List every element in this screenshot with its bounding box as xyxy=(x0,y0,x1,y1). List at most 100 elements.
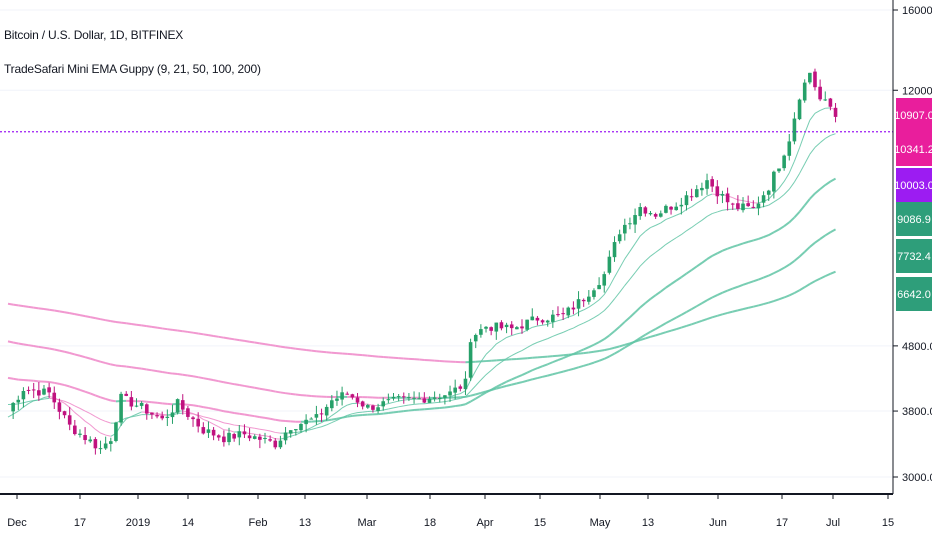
ema-100-segment xyxy=(244,384,250,388)
ema-200-segment xyxy=(614,345,620,349)
ema-21-segment xyxy=(830,133,836,136)
ema-9-segment xyxy=(583,306,590,311)
ema-9-segment xyxy=(460,390,466,395)
ema-200-segment xyxy=(788,292,795,297)
ema-200-segment xyxy=(619,343,626,348)
ema-21-segment xyxy=(629,272,636,280)
ema-21-segment xyxy=(763,204,769,208)
ema-9-segment xyxy=(814,110,821,114)
ema-200-segment xyxy=(753,304,759,308)
ema-50-segment xyxy=(537,365,543,370)
price-badge xyxy=(896,98,932,132)
candle-body xyxy=(124,393,129,396)
ema-9-segment xyxy=(259,434,266,437)
ema-50-segment xyxy=(208,406,214,410)
ema-100-segment xyxy=(593,359,600,364)
candle-body xyxy=(628,223,632,225)
ema-50-segment xyxy=(603,334,610,340)
ema-21-segment xyxy=(722,209,728,211)
ema-50-segment xyxy=(74,387,81,391)
candle-body xyxy=(62,411,67,416)
ema-21-segment xyxy=(645,255,651,262)
ema-21-segment xyxy=(198,414,204,418)
candle-body xyxy=(227,432,231,443)
ema-200-segment xyxy=(711,314,718,319)
ema-21-segment xyxy=(614,292,621,300)
ema-100-segment xyxy=(809,241,816,248)
ema-9-segment xyxy=(95,428,101,434)
ema-50-segment xyxy=(7,376,14,380)
x-tick-label: Mar xyxy=(358,517,377,529)
ema-21-segment xyxy=(69,402,76,407)
candle-body xyxy=(705,180,709,189)
ema-50-segment xyxy=(588,343,595,349)
ema-100-segment xyxy=(182,373,189,377)
candle-body xyxy=(345,393,350,395)
ema-9-segment xyxy=(676,212,682,216)
ema-21-segment xyxy=(603,304,610,311)
ema-9-segment xyxy=(316,422,322,426)
ema-50-segment xyxy=(613,325,621,332)
candle-body xyxy=(720,194,725,196)
ema-100-segment xyxy=(28,344,34,348)
candle-body xyxy=(355,397,360,403)
ema-9-segment xyxy=(100,432,106,436)
ema-100-segment xyxy=(547,373,554,377)
ema-21-segment xyxy=(439,401,445,403)
ema-100-segment xyxy=(48,347,55,351)
ema-9-segment xyxy=(650,224,656,229)
ema-200-segment xyxy=(604,348,610,352)
ema-21-segment xyxy=(712,211,718,215)
candle-body xyxy=(664,205,668,213)
ema-100-segment xyxy=(218,380,225,384)
ema-100-segment xyxy=(43,346,50,350)
ema-9-segment xyxy=(773,187,780,194)
candle-body xyxy=(144,404,149,414)
ema-21-segment xyxy=(59,399,65,402)
ema-9-segment xyxy=(737,199,744,202)
ema-50-segment xyxy=(655,290,662,297)
ema-9-segment xyxy=(64,402,70,408)
candle-body xyxy=(330,400,334,409)
ema-200-segment xyxy=(717,313,723,317)
ema-100-segment xyxy=(228,382,235,386)
ema-100-segment xyxy=(105,362,112,366)
ema-100-segment xyxy=(798,251,806,258)
ema-50-segment xyxy=(644,298,652,304)
ema-21-segment xyxy=(352,412,358,415)
ema-100-segment xyxy=(506,383,512,387)
ema-50-segment xyxy=(192,404,199,408)
ema-200-segment xyxy=(629,340,636,345)
ema-200-segment xyxy=(269,343,276,347)
ema-21-segment xyxy=(686,227,692,232)
ema-200-segment xyxy=(198,332,204,336)
ema-200-segment xyxy=(773,298,780,302)
ema-200-segment xyxy=(778,296,785,301)
x-tick-label: Dec xyxy=(7,517,27,529)
ema-100-segment xyxy=(465,394,471,398)
ema-21-segment xyxy=(414,403,420,405)
ema-200-segment xyxy=(650,334,656,338)
ema-200-segment xyxy=(218,335,225,339)
candle-body xyxy=(283,432,288,441)
ema-100-segment xyxy=(829,228,837,234)
ema-9-segment xyxy=(305,427,312,431)
ema-50-segment xyxy=(341,415,348,419)
candle-body xyxy=(453,387,457,393)
candle-body xyxy=(566,307,571,316)
price-badges: 10907.0 10341.2 10003.0 9086.9 7732.4 6642.0 xyxy=(894,98,932,311)
ema-200-segment xyxy=(290,347,296,350)
ema-21-segment xyxy=(74,405,81,409)
candle-body xyxy=(47,387,51,393)
ema-21-segment xyxy=(100,418,106,422)
ema-9-segment xyxy=(732,197,739,201)
ema-100-segment xyxy=(644,330,652,336)
ema-50-segment xyxy=(84,390,91,395)
ema-21-segment xyxy=(244,425,250,428)
ema-200-segment xyxy=(208,334,214,337)
ema-50-segment xyxy=(444,405,451,409)
ema-21-segment xyxy=(249,426,255,429)
ema-200-segment xyxy=(634,339,641,343)
candle-body xyxy=(802,82,807,101)
